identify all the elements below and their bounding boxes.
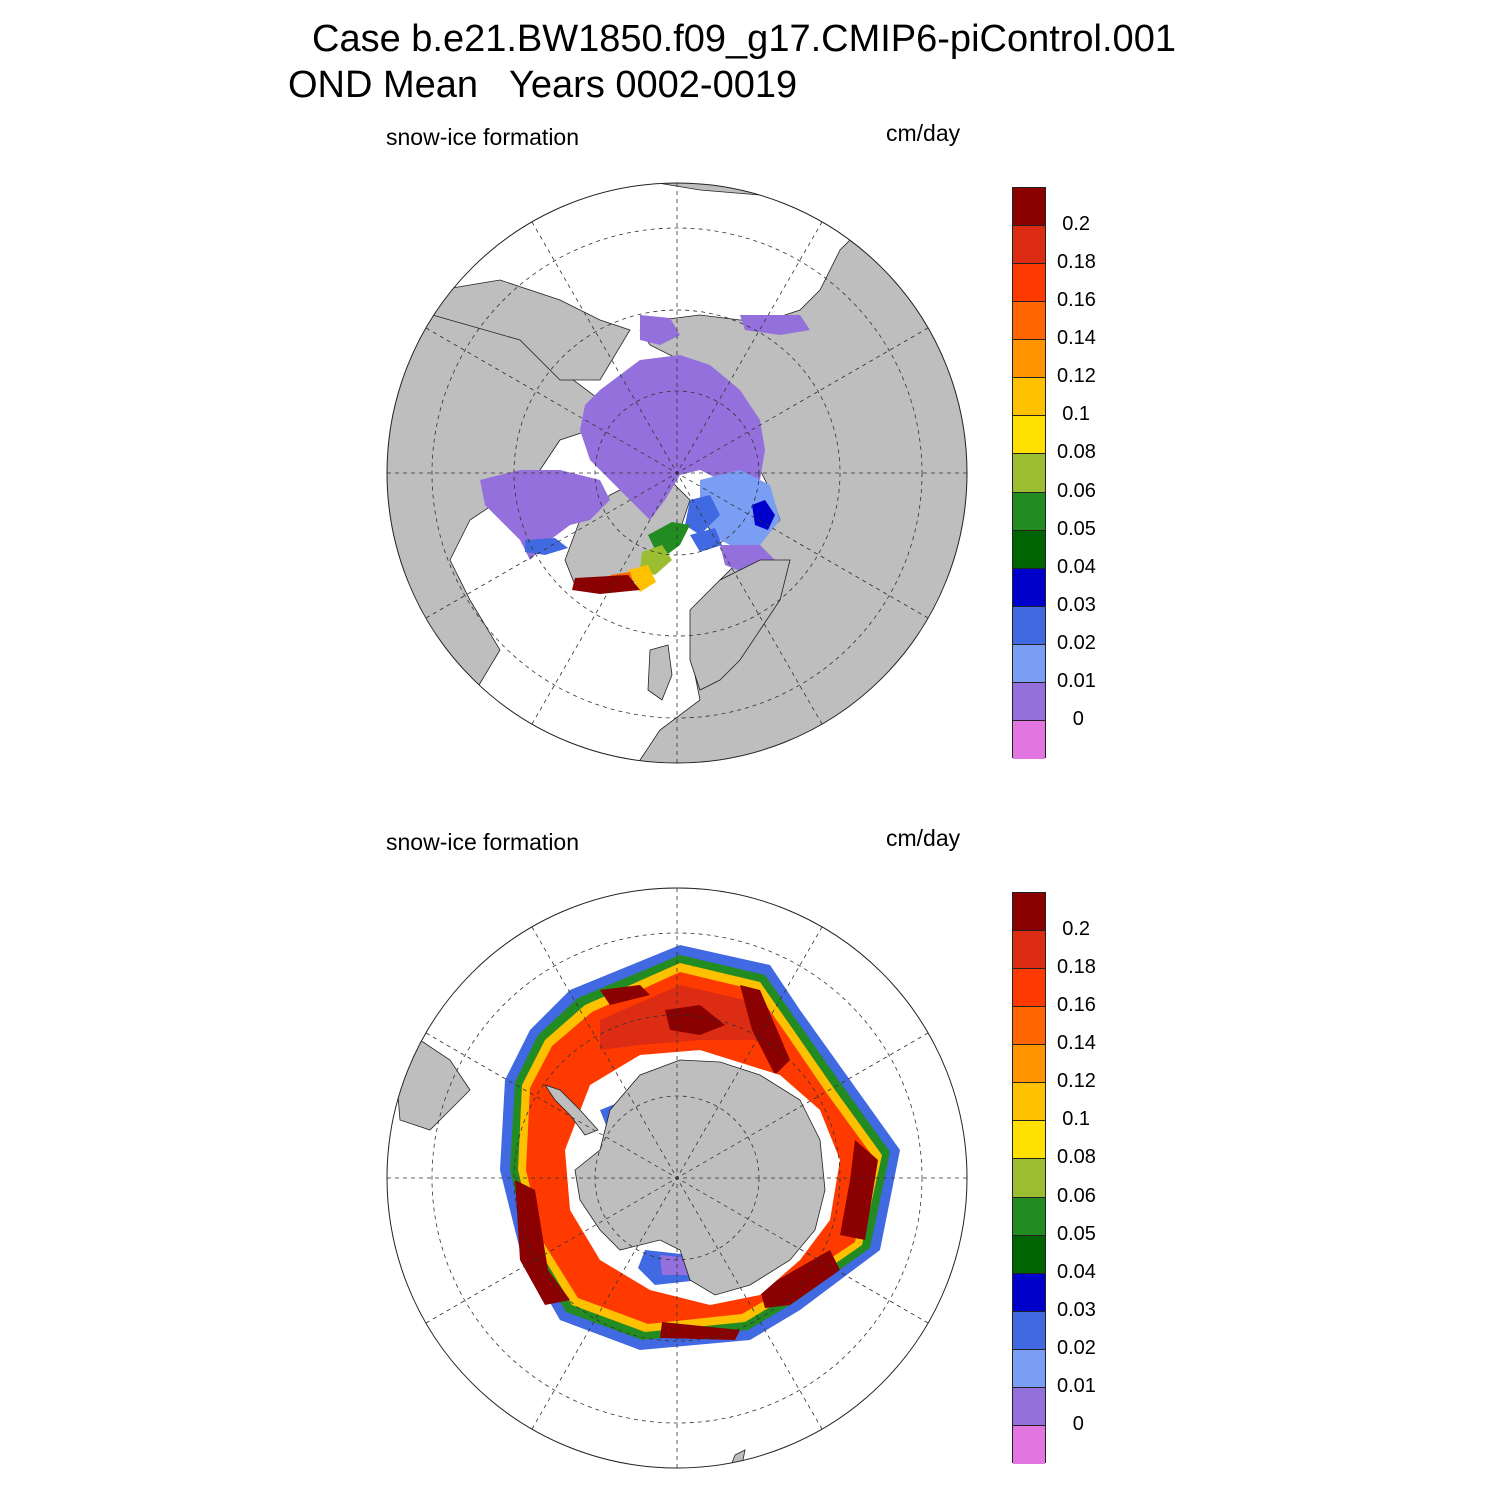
antarctic-colorbar-tick-label: 0.01 <box>1057 1374 1096 1397</box>
antarctic-panel-label: snow-ice formation <box>386 829 580 855</box>
figure-title-line1: Case b.e21.BW1850.f09_g17.CMIP6-piContro… <box>312 18 1176 60</box>
arctic-colorbar-tick-label: 0.01 <box>1057 669 1096 692</box>
arctic-colorbar <box>1012 187 1046 759</box>
antarctic-colorbar-tick-label: 0.12 <box>1057 1070 1096 1093</box>
arctic-colorbar-tick-label: 0.1 <box>1062 403 1091 426</box>
antarctic-colorbar-swatch <box>1013 1387 1045 1426</box>
antarctic-colorbar <box>1012 892 1046 1464</box>
arctic-colorbar-tick-label: 0.05 <box>1057 517 1096 540</box>
arctic-colorbar-tick-label: 0.2 <box>1062 213 1091 236</box>
antarctic-colorbar-swatch <box>1013 1121 1045 1160</box>
antarctic-colorbar-swatch <box>1013 1007 1045 1046</box>
antarctica-land <box>574 1059 826 1296</box>
arctic-colorbar-tick-label: 0.16 <box>1057 289 1096 312</box>
arctic-colorbar-swatch <box>1013 378 1045 417</box>
antarctic-colorbar-swatch <box>1013 1235 1045 1274</box>
antarctic-colorbar-swatch <box>1013 1045 1045 1084</box>
arctic-colorbar-tick-label: 0.03 <box>1057 593 1096 616</box>
antarctic-colorbar-swatch <box>1013 1273 1045 1312</box>
arctic-colorbar-tick-label: 0.02 <box>1057 631 1096 654</box>
arctic-colorbar-swatch <box>1013 416 1045 455</box>
arctic-colorbar-tick-label: 0.08 <box>1057 441 1096 464</box>
antarctic-colorbar-tick-label: 0.18 <box>1057 956 1096 979</box>
antarctic-colorbar-tick-label: 0.1 <box>1062 1108 1091 1131</box>
antarctic-colorbar-swatch <box>1013 1083 1045 1122</box>
antarctic-colorbar-tick-label: 0.08 <box>1057 1146 1096 1169</box>
south-america-land <box>394 1039 471 1131</box>
scandinavia-land <box>689 559 791 691</box>
antarctic-colorbar-swatch <box>1013 969 1045 1008</box>
antarctic-colorbar-tick-label: 0.06 <box>1057 1184 1096 1207</box>
arctic-colorbar-swatch <box>1013 188 1045 227</box>
arctic-colorbar-swatch <box>1013 340 1045 379</box>
arctic-panel-units: cm/day <box>886 120 961 146</box>
antarctic-colorbar-tick-label: 0.03 <box>1057 1298 1096 1321</box>
arctic-colorbar-swatch <box>1013 492 1045 531</box>
arctic-colorbar-swatch <box>1013 644 1045 683</box>
antarctic-colorbar-tick-label: 0.14 <box>1057 1032 1096 1055</box>
arctic-colorbar-tick-label: 0.14 <box>1057 327 1096 350</box>
arctic-colorbar-swatch <box>1013 226 1045 265</box>
antarctic-colorbar-swatch <box>1013 1349 1045 1388</box>
arctic-colorbar-swatch <box>1013 682 1045 721</box>
arctic-panel-label: snow-ice formation <box>386 124 580 150</box>
arctic-colorbar-swatch <box>1013 530 1045 569</box>
arctic-colorbar-swatch <box>1013 720 1045 759</box>
antarctic-colorbar-swatch <box>1013 1311 1045 1350</box>
antarctic-graticule <box>387 888 967 1468</box>
antarctic-colorbar-tick-label: 0.02 <box>1057 1336 1096 1359</box>
arctic-colorbar-tick-label: 0 <box>1072 707 1084 730</box>
arctic-graticule <box>387 183 967 763</box>
antarctic-colorbar-swatch <box>1013 1159 1045 1198</box>
figure-title-line2: OND Mean Years 0002-0019 <box>288 64 798 106</box>
arctic-colorbar-swatch <box>1013 302 1045 341</box>
antarctic-colorbar-tick-label: 0.05 <box>1057 1222 1096 1245</box>
antarctic-colorbar-swatch <box>1013 1425 1045 1464</box>
arctic-colorbar-tick-label: 0.18 <box>1057 251 1096 274</box>
antarctic-colorbar-tick-label: 0.16 <box>1057 994 1096 1017</box>
antarctic-colorbar-tick-label: 0.04 <box>1057 1260 1096 1283</box>
antarctic-colorbar-swatch <box>1013 1197 1045 1236</box>
antarctic-panel-units: cm/day <box>886 825 961 851</box>
arctic-colorbar-tick-label: 0.12 <box>1057 365 1096 388</box>
antarctic-colorbar-tick-label: 0.2 <box>1062 918 1091 941</box>
antarctic-colorbar-swatch <box>1013 931 1045 970</box>
arctic-colorbar-swatch <box>1013 606 1045 645</box>
antarctic-colorbar-tick-label: 0 <box>1072 1412 1084 1435</box>
antarctic-map <box>386 887 968 1469</box>
arctic-colorbar-swatch <box>1013 454 1045 493</box>
arctic-map <box>386 182 968 764</box>
arctic-colorbar-tick-label: 0.06 <box>1057 479 1096 502</box>
arctic-colorbar-swatch <box>1013 568 1045 607</box>
arctic-colorbar-swatch <box>1013 264 1045 303</box>
arctic-colorbar-tick-label: 0.04 <box>1057 555 1096 578</box>
antarctic-colorbar-swatch <box>1013 893 1045 932</box>
